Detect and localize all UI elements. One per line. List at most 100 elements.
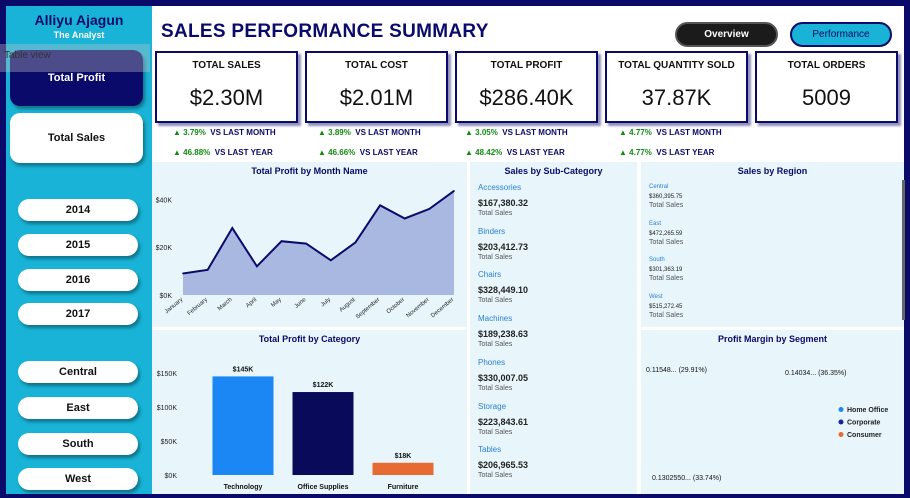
region-name: West <box>649 293 663 300</box>
subcategory-value: $203,412.73 <box>478 241 529 252</box>
subcategory-name: Chairs <box>478 270 502 280</box>
year-filter-2017[interactable]: 2017 <box>18 303 138 325</box>
kpi-value: $2.30M <box>189 85 264 110</box>
subcategory-value: $330,007.05 <box>478 372 529 383</box>
data-point <box>354 241 357 244</box>
delta-month-value: ▲ 3.89% <box>318 128 351 137</box>
panel-title: Sales by Sub-Category <box>504 166 603 176</box>
legend-label: Home Office <box>847 407 888 414</box>
nav-total-sales-button[interactable]: Total Sales <box>10 113 143 163</box>
x-tick-label: September <box>355 297 381 320</box>
subcategory-item: Machines $189,238.63 Total Sales <box>478 314 528 348</box>
subcategory-item: Phones $330,007.05 Total Sales <box>478 358 528 392</box>
legend-swatch <box>838 432 844 437</box>
legend-label: Corporate <box>847 420 881 427</box>
data-point <box>182 272 184 275</box>
year-filter-2014[interactable]: 2014 <box>18 199 138 221</box>
region-filter-central[interactable]: Central <box>18 361 138 383</box>
subcategory-item: Accessories $167,380.32 Total Sales <box>478 183 528 217</box>
subcategory-value: $167,380.32 <box>478 198 529 208</box>
data-point <box>280 240 283 242</box>
main-canvas: SALES PERFORMANCE SUMMARY Overview Perfo… <box>152 6 904 494</box>
region-item: South $301,363.19 Total Sales <box>649 257 683 282</box>
delta-year-profit: ▲ 48.42% VS LAST YEAR <box>465 148 565 157</box>
delta-month-value: ▲ 3.05% <box>465 128 498 137</box>
tab-performance[interactable]: Performance <box>790 22 892 47</box>
year-filter-2016[interactable]: 2016 <box>18 269 138 291</box>
region-value: $360,395.75 <box>649 194 683 200</box>
region-caption: Total Sales <box>649 202 684 209</box>
legend-swatch <box>838 407 844 412</box>
tab-overview[interactable]: Overview <box>675 22 778 47</box>
y-tick-label: $20K <box>156 245 173 252</box>
region-filter-south[interactable]: South <box>18 433 138 455</box>
page-title: SALES PERFORMANCE SUMMARY <box>161 21 489 42</box>
delta-year-value: ▲ 46.88% <box>173 148 211 157</box>
area-fill <box>183 190 454 295</box>
x-tick-label: May <box>270 297 283 309</box>
brand-name: Alliyu Ajagun <box>34 12 124 28</box>
kpi-card-total-cost: TOTAL COST $2.01M <box>305 51 448 123</box>
data-point <box>379 204 381 207</box>
region-caption: Total Sales <box>649 238 684 246</box>
slice-label: 0.1302550... (33.74%) <box>652 475 721 482</box>
profit-margin-by-segment-chart: 0.14034... (36.35%) 0.1302550... (33.74%)… <box>646 367 888 482</box>
kpi-card-total-quantity-sold: TOTAL QUANTITY SOLD 37.87K <box>605 51 748 123</box>
subcategory-caption: Total Sales <box>478 384 513 392</box>
subcategory-item: Tables $206,965.53 Total Sales <box>478 445 528 479</box>
x-tick-label: July <box>320 297 332 308</box>
subcategory-caption: Total Sales <box>478 210 513 217</box>
profit-by-category-panel: Total Profit by Category $0K $50K $100K $15… <box>152 330 467 494</box>
subcategory-name: Accessories <box>478 183 522 192</box>
bar-data-label: $122K <box>313 382 334 389</box>
region-value: $515,272.45 <box>649 303 683 310</box>
year-filter-2015[interactable]: 2015 <box>18 234 138 256</box>
data-point <box>403 217 406 220</box>
nav-total-profit-button[interactable]: Total Profit <box>10 50 143 106</box>
delta-year-label: VS LAST YEAR <box>656 148 715 157</box>
delta-month-label: VS LAST MONTH <box>656 128 722 137</box>
region-name: East <box>649 220 662 227</box>
region-item: Central $360,395.75 Total Sales <box>649 184 683 209</box>
x-tick-label: August <box>339 297 357 314</box>
delta-year-value: ▲ 4.77% <box>619 148 652 157</box>
kpi-value: $2.01M <box>339 85 414 110</box>
kpi-label: TOTAL QUANTITY SOLD <box>618 60 735 71</box>
data-point <box>231 227 234 229</box>
subcategory-name: Phones <box>478 357 506 367</box>
delta-month-value: ▲ 4.77% <box>619 128 652 137</box>
delta-year-sales: ▲ 46.88% VS LAST YEAR <box>173 148 273 157</box>
data-point <box>453 190 455 192</box>
chart-title: Total Profit by Category <box>258 334 361 344</box>
subcategory-name: Machines <box>478 314 513 324</box>
delta-year-quantity: ▲ 4.77% VS LAST YEAR <box>619 148 714 157</box>
panel-title: Sales by Region <box>737 166 808 176</box>
subcategory-value: $328,449.10 <box>478 285 529 296</box>
subcategory-value: $206,965.53 <box>478 460 529 471</box>
kpi-label: TOTAL COST <box>345 60 408 71</box>
subcategory-caption: Total Sales <box>478 297 513 305</box>
region-scrollbar[interactable] <box>902 180 905 320</box>
chart-title: Profit Margin by Segment <box>717 334 827 344</box>
table-view-tooltip[interactable]: Table view <box>0 44 150 72</box>
bar <box>212 376 274 475</box>
legend-swatch <box>838 419 844 425</box>
y-tick-label: $0K <box>165 473 178 480</box>
kpi-value: 37.87K <box>641 85 712 110</box>
data-point <box>206 269 209 271</box>
bar-data-label: $18K <box>395 453 412 460</box>
chart-title: Total Profit by Month Name <box>251 166 368 176</box>
delta-month-label: VS LAST MONTH <box>210 128 276 137</box>
region-caption: Total Sales <box>649 311 684 319</box>
region-filter-west[interactable]: West <box>18 468 138 490</box>
delta-year-value: ▲ 46.66% <box>318 148 356 157</box>
profit-by-month-panel: Total Profit by Month Name $0K $20K $40K Ja… <box>152 162 467 327</box>
delta-month-cost: ▲ 3.89% VS LAST MONTH <box>318 128 421 137</box>
kpi-label: TOTAL SALES <box>192 60 261 71</box>
subcategory-name: Binders <box>478 226 506 236</box>
data-point <box>305 242 307 245</box>
region-filter-east[interactable]: East <box>18 397 138 419</box>
x-tick-label: Office Supplies <box>298 484 349 491</box>
subcategory-caption: Total Sales <box>478 472 513 480</box>
y-tick-label: $0K <box>160 293 173 300</box>
